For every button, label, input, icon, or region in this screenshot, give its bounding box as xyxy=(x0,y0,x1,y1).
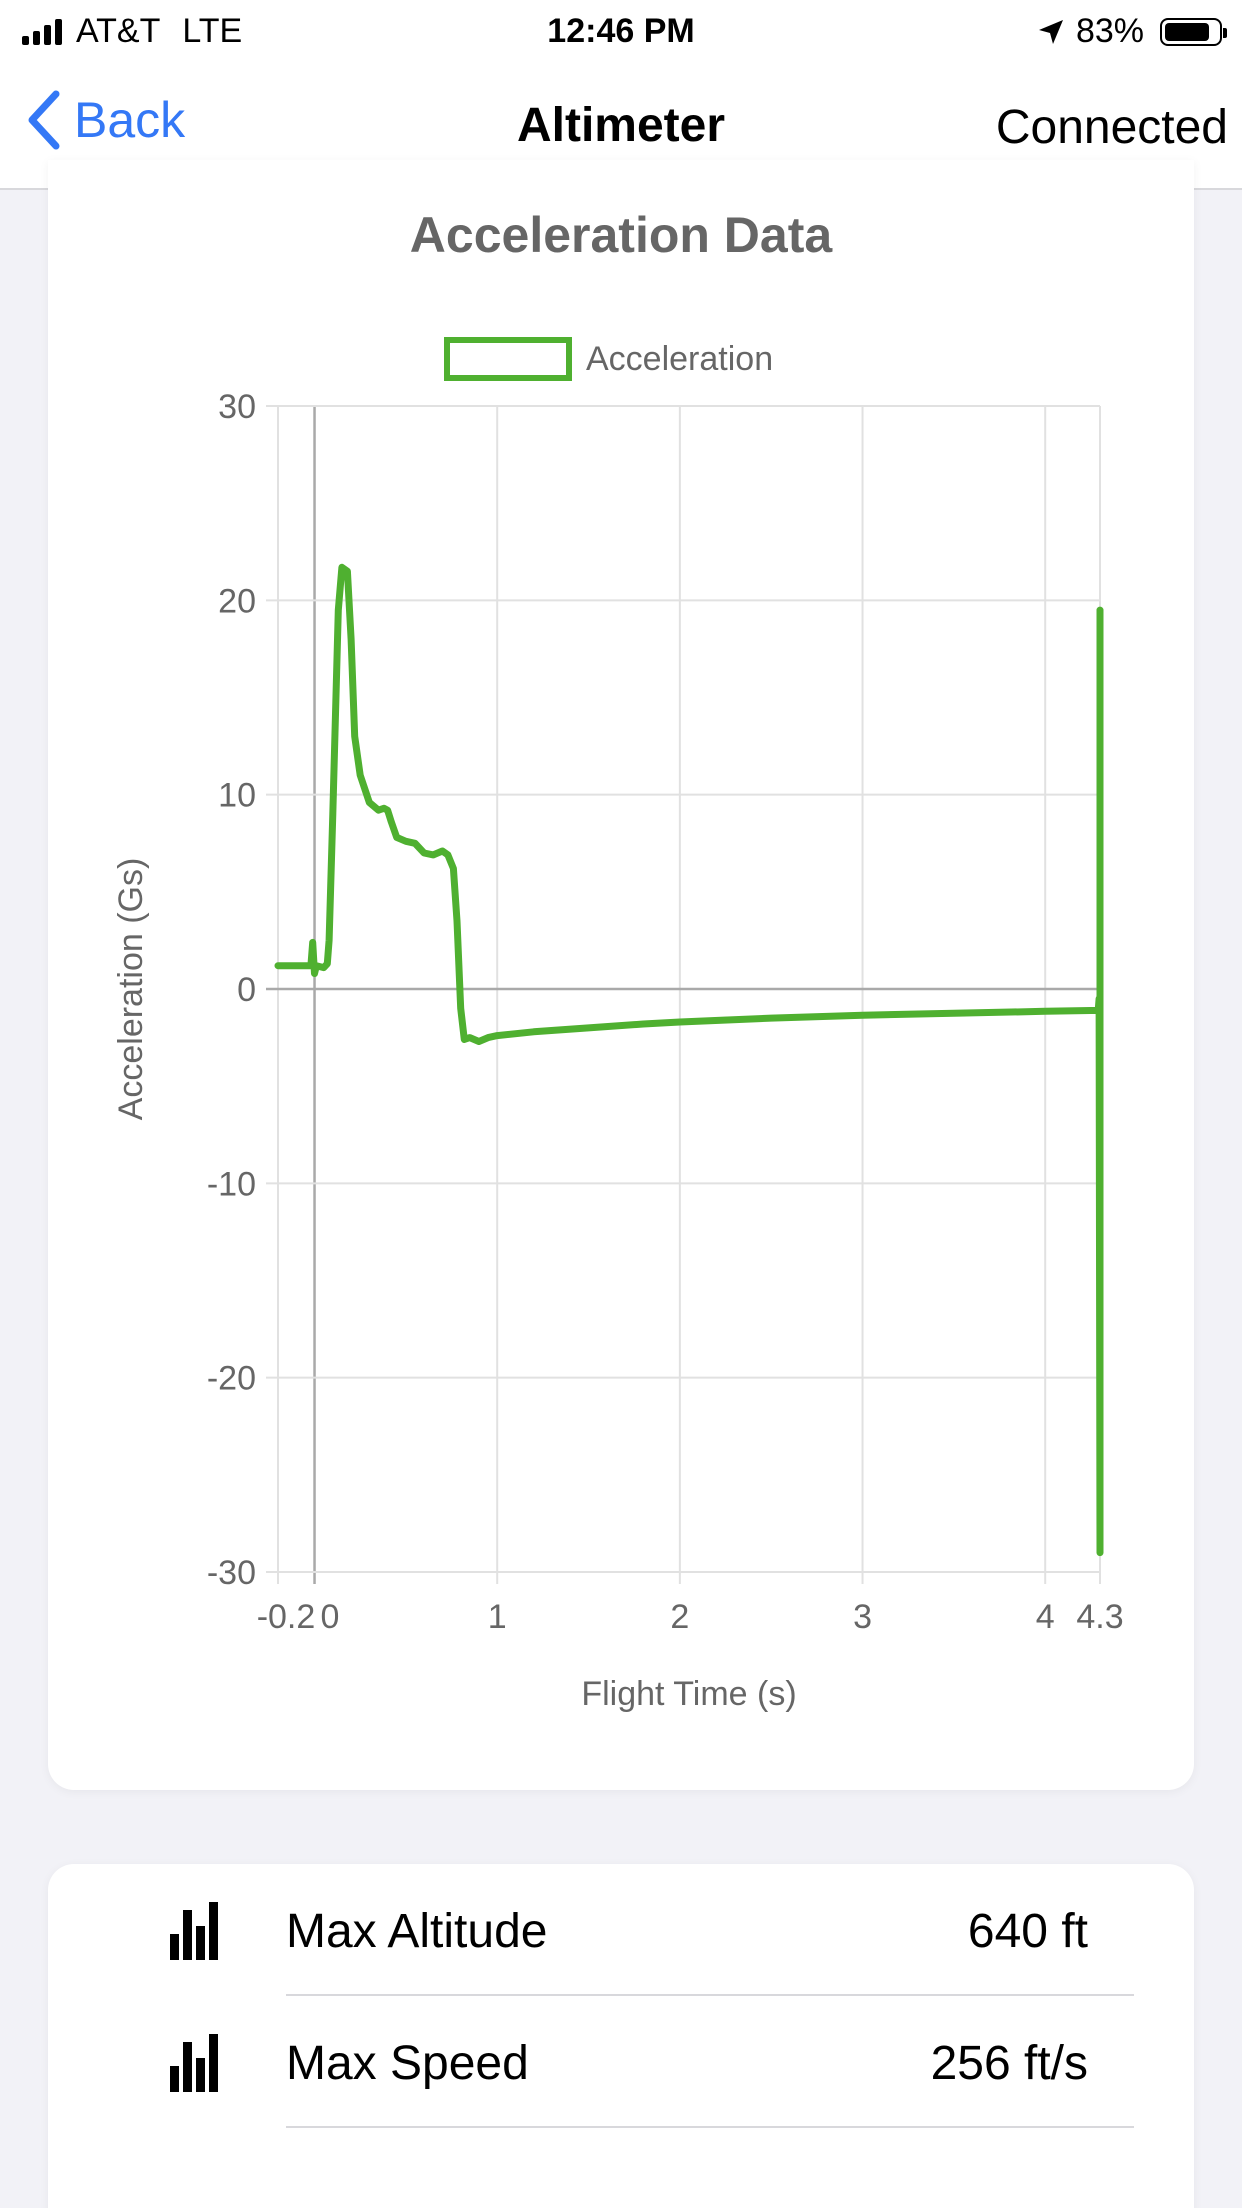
chart-title: Acceleration Data xyxy=(410,207,834,263)
x-tick-label: 2 xyxy=(670,1598,689,1636)
back-button-label: Back xyxy=(74,92,186,148)
y-tick-label: -30 xyxy=(207,1554,256,1592)
flight-stats-card: Max Altitude 640 ft Max Speed 256 ft/s xyxy=(48,1864,1194,2208)
connection-status: Connected xyxy=(995,101,1228,154)
y-tick-label: 0 xyxy=(237,971,256,1009)
y-tick-label: -20 xyxy=(207,1360,256,1398)
status-bar: AT&T LTE 12:46 PM 83% xyxy=(0,0,1242,62)
status-left: AT&T LTE xyxy=(22,12,242,51)
divider xyxy=(286,1994,1134,1996)
status-time: 12:46 PM xyxy=(547,12,695,50)
stat-row-max-altitude: Max Altitude 640 ft xyxy=(48,1864,1194,1996)
stat-row-max-speed: Max Speed 256 ft/s xyxy=(48,1996,1194,2128)
bar-chart-icon xyxy=(170,1902,218,1960)
series-line-acceleration xyxy=(274,563,1104,1557)
page-title: Altimeter xyxy=(516,99,726,152)
battery-icon xyxy=(1160,17,1227,46)
stat-label: Max Altitude xyxy=(286,1905,548,1958)
bar-chart-icon xyxy=(170,2034,218,2092)
status-right: 83% xyxy=(1036,12,1227,51)
legend-swatch xyxy=(444,337,572,381)
stat-value: 256 ft/s xyxy=(930,2037,1088,2090)
y-axis-label: Acceleration (Gs) xyxy=(112,858,150,1121)
y-tick-label: 30 xyxy=(218,388,256,426)
x-tick-label: 3 xyxy=(853,1598,872,1636)
x-axis-label: Flight Time (s) xyxy=(581,1675,796,1713)
battery-percent: 83% xyxy=(1075,12,1144,50)
chevron-left-icon xyxy=(28,90,60,150)
divider xyxy=(286,2126,1134,2128)
stat-label: Max Speed xyxy=(286,2037,529,2090)
x-tick-label: 0 xyxy=(321,1598,340,1636)
location-arrow-icon xyxy=(1038,19,1063,44)
signal-strength-icon xyxy=(22,18,62,45)
y-tick-label: 20 xyxy=(218,582,256,620)
stat-value: 640 ft xyxy=(967,1905,1088,1958)
acceleration-chart-card: Acceleration Data Acceleration -0.2 0 1 2 3 4 4.… xyxy=(48,160,1194,1790)
network-type: LTE xyxy=(182,12,243,50)
carrier-name: AT&T xyxy=(76,12,161,50)
y-tick-label: -10 xyxy=(207,1165,256,1203)
back-button[interactable]: Back xyxy=(26,90,185,150)
y-tick-label: 10 xyxy=(218,777,256,815)
x-tick-label: 4.3 xyxy=(1076,1598,1123,1636)
legend-label: Acceleration xyxy=(586,340,773,378)
x-tick-label: 4 xyxy=(1036,1598,1055,1636)
x-tick-label: 1 xyxy=(488,1598,507,1636)
x-tick-label: -0.2 xyxy=(257,1598,316,1636)
